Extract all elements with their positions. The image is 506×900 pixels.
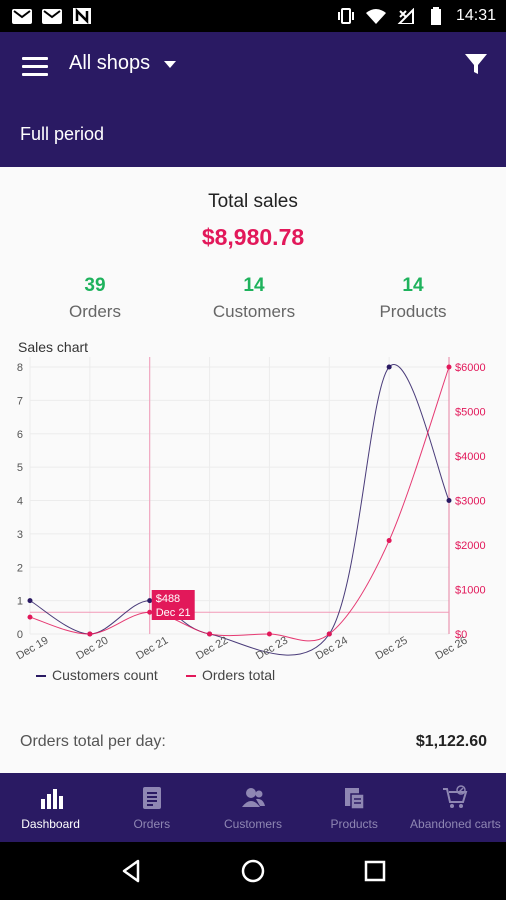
customers-count-point bbox=[27, 598, 33, 604]
y-left-tick-label: 0 bbox=[17, 629, 23, 641]
orders-total-point bbox=[207, 631, 213, 637]
tooltip-date: Dec 21 bbox=[156, 607, 191, 619]
tooltip-value: $488 bbox=[156, 593, 180, 605]
y-left-tick-label: 7 bbox=[17, 395, 23, 407]
customers-count-point bbox=[446, 498, 452, 503]
stat-value: 39 bbox=[84, 275, 106, 296]
y-left-tick-label: 6 bbox=[17, 429, 23, 441]
y-left-tick-label: 8 bbox=[17, 362, 23, 374]
orders-total-point bbox=[386, 538, 392, 544]
legend-label: Customers count bbox=[52, 667, 158, 683]
y-left-tick-label: 4 bbox=[17, 496, 23, 508]
nav-label: Orders bbox=[133, 816, 171, 831]
y-left-tick-label: 5 bbox=[17, 462, 23, 474]
period-selector[interactable]: Full period bbox=[20, 124, 105, 144]
stat-customers[interactable]: 14 Customers bbox=[170, 275, 338, 322]
total-sales-label: Total sales bbox=[208, 191, 298, 212]
vibrate-icon bbox=[336, 8, 356, 24]
y-left-tick-label: 2 bbox=[17, 562, 23, 574]
abandoned-cart-icon bbox=[443, 784, 468, 808]
chart-title: Sales chart bbox=[18, 339, 89, 355]
stat-orders[interactable]: 39 Orders bbox=[11, 275, 179, 322]
system-navigation-bar bbox=[0, 842, 506, 900]
x-tick-label: Dec 22 bbox=[194, 634, 230, 662]
nav-dashboard[interactable]: Dashboard bbox=[0, 773, 101, 842]
nav-label: Customers bbox=[224, 816, 283, 831]
recents-icon[interactable] bbox=[360, 856, 390, 886]
shop-select-label: All shops bbox=[69, 52, 151, 74]
nav-label: Products bbox=[330, 816, 378, 831]
nav-customers[interactable]: Customers bbox=[202, 773, 303, 842]
bar-chart-icon bbox=[40, 788, 63, 809]
x-tick-label: Dec 24 bbox=[314, 634, 350, 662]
y-right-tick-label: $0 bbox=[455, 629, 467, 641]
per-day-label: Orders total per day: bbox=[20, 733, 166, 750]
orders-total-line bbox=[29, 366, 450, 642]
battery-icon bbox=[426, 7, 446, 25]
orders-total-point bbox=[446, 364, 452, 370]
customers-count-point bbox=[386, 364, 392, 370]
orders-total-point bbox=[326, 631, 332, 637]
stat-products[interactable]: 14 Products bbox=[329, 275, 497, 322]
nav-orders[interactable]: Orders bbox=[101, 773, 202, 842]
nav-abandoned-carts[interactable]: Abandoned carts bbox=[405, 773, 506, 842]
tooltip-box bbox=[151, 590, 195, 620]
dropdown-arrow-icon bbox=[164, 61, 177, 68]
y-right-tick-label: $6000 bbox=[455, 362, 486, 374]
orders-per-day-row: Orders total per day: $1,122.60 bbox=[0, 730, 506, 756]
n-app-icon bbox=[72, 8, 92, 24]
legend-label: Orders total bbox=[202, 667, 275, 683]
menu-icon[interactable] bbox=[22, 54, 48, 76]
sales-chart[interactable]: 0 1 2 3 4 5 6 7 8 $0 $1000 $2000 $3000 $4000 $5000 $600… bbox=[0, 352, 506, 722]
y-right-tick-label: $2000 bbox=[455, 540, 486, 552]
y-left-tick-label: 1 bbox=[17, 596, 23, 608]
x-tick-label: Dec 25 bbox=[374, 634, 410, 662]
stat-label: Customers bbox=[212, 302, 296, 321]
customers-count-line bbox=[29, 364, 450, 656]
bottom-navigation: Dashboard Orders Customers Products Aban… bbox=[0, 773, 506, 842]
dashboard-content: Total sales $8,980.78 39 Orders 14 Custo… bbox=[0, 167, 506, 773]
orders-list-icon bbox=[142, 786, 161, 809]
y-right-tick-label: $4000 bbox=[455, 451, 486, 463]
wifi-icon bbox=[365, 8, 386, 24]
back-icon[interactable] bbox=[116, 856, 146, 886]
stat-value: 14 bbox=[243, 275, 265, 296]
home-icon[interactable] bbox=[238, 856, 268, 886]
filter-icon[interactable] bbox=[464, 52, 488, 76]
orders-total-point bbox=[147, 609, 153, 615]
orders-total-point bbox=[87, 631, 93, 637]
x-tick-label: Dec 20 bbox=[74, 634, 110, 662]
orders-total-point bbox=[266, 631, 272, 637]
gmail-icon bbox=[12, 8, 32, 24]
nav-label: Dashboard bbox=[21, 816, 80, 831]
products-icon bbox=[345, 787, 365, 810]
no-signal-icon bbox=[396, 8, 416, 24]
stat-value: 14 bbox=[402, 275, 424, 296]
per-day-value: $1,122.60 bbox=[415, 733, 487, 750]
nav-products[interactable]: Products bbox=[304, 773, 405, 842]
stat-label: Products bbox=[379, 302, 447, 321]
stat-label: Orders bbox=[69, 302, 121, 321]
total-sales-value: $8,980.78 bbox=[201, 224, 305, 250]
x-tick-label: Dec 26 bbox=[433, 634, 469, 662]
shop-select[interactable]: All shops bbox=[69, 52, 177, 75]
customers-count-point bbox=[147, 598, 153, 604]
app-bar: All shops Full period bbox=[0, 32, 506, 167]
customers-icon bbox=[242, 787, 265, 807]
y-right-tick-label: $5000 bbox=[455, 407, 486, 419]
gmail-icon bbox=[42, 8, 62, 24]
y-right-tick-label: $1000 bbox=[455, 585, 486, 597]
y-right-tick-label: $3000 bbox=[455, 496, 486, 508]
y-left-tick-label: 3 bbox=[17, 529, 23, 541]
x-tick-label: Dec 21 bbox=[134, 634, 170, 662]
clock: 14:31 bbox=[455, 7, 496, 24]
x-tick-label: Dec 23 bbox=[254, 634, 290, 662]
nav-label: Abandoned carts bbox=[410, 816, 501, 831]
status-bar: 14:31 bbox=[0, 0, 506, 32]
orders-total-point bbox=[27, 614, 33, 620]
